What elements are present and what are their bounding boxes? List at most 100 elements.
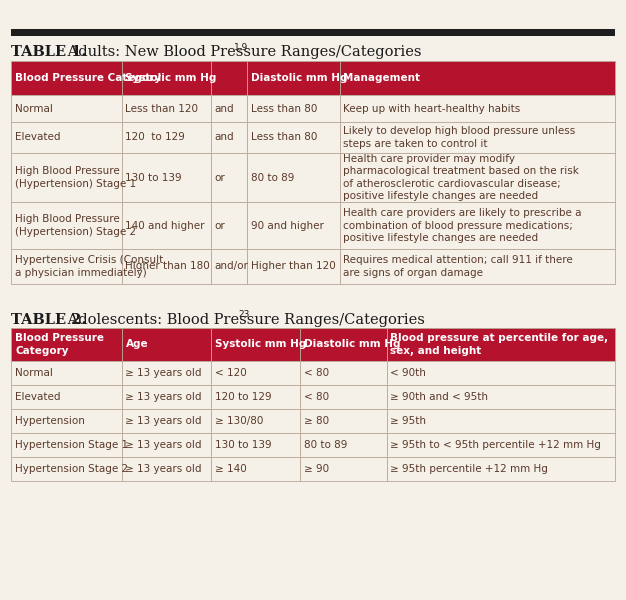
Bar: [387, 328, 615, 361]
Bar: [11, 202, 121, 249]
Text: 23: 23: [239, 310, 250, 319]
Text: < 90th: < 90th: [391, 368, 426, 377]
Text: Age: Age: [125, 340, 148, 349]
Bar: [211, 361, 300, 385]
Bar: [121, 433, 211, 457]
Bar: [211, 328, 300, 361]
Bar: [247, 61, 339, 95]
Text: Elevated: Elevated: [15, 133, 61, 142]
Text: ≥ 90th and < 95th: ≥ 90th and < 95th: [391, 392, 488, 401]
Text: ≥ 13 years old: ≥ 13 years old: [125, 368, 202, 377]
Bar: [387, 457, 615, 481]
Bar: [211, 153, 247, 202]
Text: Adults: New Blood Pressure Ranges/Categories: Adults: New Blood Pressure Ranges/Catego…: [63, 45, 421, 59]
Bar: [121, 153, 211, 202]
Text: ≥ 13 years old: ≥ 13 years old: [125, 392, 202, 401]
Bar: [11, 361, 121, 385]
Text: TABLE 2.: TABLE 2.: [11, 313, 87, 326]
Text: Less than 80: Less than 80: [251, 104, 317, 113]
Text: and/or: and/or: [215, 262, 249, 271]
Text: 120  to 129: 120 to 129: [125, 133, 185, 142]
Bar: [121, 122, 211, 153]
Bar: [387, 409, 615, 433]
Text: Higher than 120: Higher than 120: [251, 262, 336, 271]
Text: TABLE 1.: TABLE 1.: [11, 45, 87, 59]
Text: < 80: < 80: [304, 392, 329, 401]
Bar: [300, 385, 387, 409]
Text: Health care providers are likely to prescribe a
combination of blood pressure me: Health care providers are likely to pres…: [343, 208, 582, 243]
Bar: [11, 433, 121, 457]
Bar: [300, 409, 387, 433]
Text: Systolic mm Hg: Systolic mm Hg: [125, 73, 217, 83]
Bar: [339, 61, 615, 95]
Bar: [387, 385, 615, 409]
Text: Requires medical attention; call 911 if there
are signs of organ damage: Requires medical attention; call 911 if …: [343, 255, 573, 278]
Bar: [211, 249, 247, 284]
Bar: [11, 385, 121, 409]
Text: Blood Pressure Category: Blood Pressure Category: [15, 73, 161, 83]
Text: 80 to 89: 80 to 89: [304, 440, 347, 449]
Text: ≥ 95th: ≥ 95th: [391, 416, 426, 425]
Text: Less than 120: Less than 120: [125, 104, 198, 113]
Bar: [247, 249, 339, 284]
Text: Blood Pressure
Category: Blood Pressure Category: [15, 333, 104, 356]
Text: Keep up with heart-healthy habits: Keep up with heart-healthy habits: [343, 104, 521, 113]
Bar: [11, 122, 121, 153]
Bar: [247, 153, 339, 202]
Bar: [211, 122, 247, 153]
Bar: [121, 249, 211, 284]
Text: Elevated: Elevated: [15, 392, 61, 401]
Text: Health care provider may modify
pharmacological treatment based on the risk
of a: Health care provider may modify pharmaco…: [343, 154, 579, 201]
Text: 90 and higher: 90 and higher: [251, 221, 324, 230]
Bar: [300, 328, 387, 361]
Text: ≥ 13 years old: ≥ 13 years old: [125, 440, 202, 449]
Text: Adolescents: Blood Pressure Ranges/Categories: Adolescents: Blood Pressure Ranges/Categ…: [63, 313, 424, 326]
Bar: [121, 361, 211, 385]
Text: Likely to develop high blood pressure unless
steps are taken to control it: Likely to develop high blood pressure un…: [343, 126, 575, 149]
Bar: [211, 202, 247, 249]
Text: 130 to 139: 130 to 139: [125, 173, 182, 182]
Bar: [211, 433, 300, 457]
Text: 80 to 89: 80 to 89: [251, 173, 294, 182]
Bar: [11, 249, 121, 284]
Text: < 120: < 120: [215, 368, 247, 377]
Text: Diastolic mm Hg: Diastolic mm Hg: [304, 340, 401, 349]
Bar: [387, 433, 615, 457]
Text: Less than 80: Less than 80: [251, 133, 317, 142]
Bar: [300, 457, 387, 481]
Bar: [387, 361, 615, 385]
Text: ≥ 95th percentile +12 mm Hg: ≥ 95th percentile +12 mm Hg: [391, 464, 548, 473]
Bar: [121, 385, 211, 409]
Text: 130 to 139: 130 to 139: [215, 440, 272, 449]
Text: 140 and higher: 140 and higher: [125, 221, 205, 230]
Bar: [11, 61, 121, 95]
Text: or: or: [215, 173, 225, 182]
Text: Systolic mm Hg: Systolic mm Hg: [215, 340, 306, 349]
Bar: [121, 202, 211, 249]
Text: Blood pressure at percentile for age,
sex, and height: Blood pressure at percentile for age, se…: [391, 333, 608, 356]
Bar: [300, 361, 387, 385]
Text: Normal: Normal: [15, 104, 53, 113]
Text: Higher than 180: Higher than 180: [125, 262, 210, 271]
Bar: [339, 153, 615, 202]
Text: Hypertension: Hypertension: [15, 416, 85, 425]
Text: Diastolic mm Hg: Diastolic mm Hg: [251, 73, 347, 83]
Text: ≥ 13 years old: ≥ 13 years old: [125, 464, 202, 473]
Bar: [339, 249, 615, 284]
Bar: [339, 202, 615, 249]
Bar: [121, 328, 211, 361]
Bar: [11, 95, 121, 122]
Text: Hypertension Stage 2: Hypertension Stage 2: [15, 464, 128, 473]
Text: 1,9: 1,9: [235, 43, 249, 52]
Bar: [11, 457, 121, 481]
Text: Hypertensive Crisis (Consult
a physician immediately): Hypertensive Crisis (Consult a physician…: [15, 255, 163, 278]
Text: ≥ 13 years old: ≥ 13 years old: [125, 416, 202, 425]
Bar: [11, 409, 121, 433]
Text: ≥ 140: ≥ 140: [215, 464, 247, 473]
Text: High Blood Pressure
(Hypertension) Stage 1: High Blood Pressure (Hypertension) Stage…: [15, 166, 136, 189]
Text: Hypertension Stage 1: Hypertension Stage 1: [15, 440, 128, 449]
Text: ≥ 130/80: ≥ 130/80: [215, 416, 263, 425]
Bar: [11, 328, 121, 361]
Text: ≥ 80: ≥ 80: [304, 416, 329, 425]
Text: < 80: < 80: [304, 368, 329, 377]
